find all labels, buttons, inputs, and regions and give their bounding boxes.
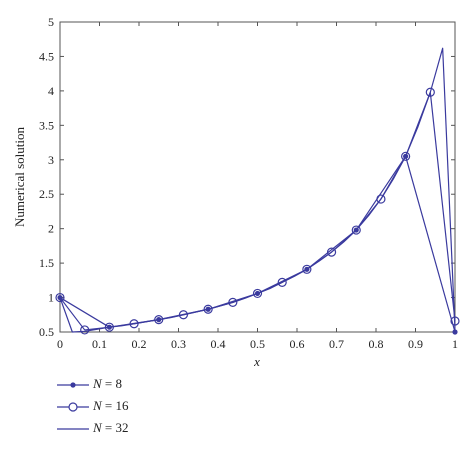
y-tick-label: 5 [48,15,54,29]
x-axis: 0 0.1 0.2 0.3 0.4 0.5 0.6 0.7 0.8 0.9 1 [57,22,458,351]
legend-label: N = 8 [93,376,123,391]
data-point-filled [353,227,359,233]
y-tick-label: 2 [48,222,54,236]
series-layer [55,47,460,335]
data-point-open [326,247,337,257]
data-point-open [203,304,213,314]
line-chart: 0 0.1 0.2 0.3 0.4 0.5 0.6 0.7 0.8 0.9 1 0.5 1 1.5 2 2.… [12,15,460,369]
legend-swatch-filled-dot [57,382,89,388]
series-line [59,155,456,333]
legend-label: N = 32 [93,420,129,435]
y-tick-label: 1 [48,291,54,305]
y-tick-label: 3 [48,153,54,167]
x-tick-label: 0.1 [92,337,107,351]
data-point-open [55,292,65,303]
y-tick-label: 1.5 [39,256,54,270]
y-tick-label: 2.5 [39,187,54,201]
data-point-open [425,87,435,97]
y-tick-label: 0.5 [39,325,54,339]
data-point-filled [304,266,310,272]
y-tick-label: 3.5 [39,118,54,132]
data-point-filled [403,153,409,159]
series-n16 [55,87,460,335]
plot-frame [59,21,456,333]
x-tick-label: 0.4 [211,337,226,351]
data-point-open [450,316,460,326]
y-tick-label: 4.5 [39,49,54,63]
x-tick-label: 0.3 [171,337,186,351]
data-point-open [104,322,114,332]
data-point-filled [205,306,211,312]
legend-label: N = 16 [93,398,129,413]
y-axis: 0.5 1 1.5 2 2.5 3 3.5 4 4.5 5 [39,15,455,339]
data-point-filled [452,329,458,335]
x-tick-label: 1 [452,337,458,351]
x-tick-label: 0.9 [408,337,423,351]
data-point-open [401,151,411,161]
plot-area: 0 0.1 0.2 0.3 0.4 0.5 0.6 0.7 0.8 0.9 1 0.5 1 1.5 2 2.… [39,15,460,351]
data-point-filled [57,294,63,301]
data-point-open [154,315,164,325]
series-n8 [57,153,458,335]
x-tick-label: 0 [57,337,63,351]
data-point-open [351,225,361,235]
data-point-open [252,288,263,299]
legend-swatch-open-circle [57,402,89,412]
x-tick-label: 0.2 [132,337,147,351]
data-point-filled [156,317,162,323]
y-axis-label: Numerical solution [12,127,27,228]
x-axis-label: x [253,354,260,369]
data-point-open [277,277,287,287]
x-tick-label: 0.6 [290,337,305,351]
x-tick-label: 0.7 [329,337,344,351]
x-tick-label: 0.8 [369,337,384,351]
data-point-filled [254,290,261,297]
legend-swatch-line [57,428,89,430]
x-tick-label: 0.5 [250,337,265,351]
y-tick-label: 4 [48,84,54,98]
data-point-open [302,264,312,274]
data-point-open [80,325,90,335]
data-point-filled [106,324,112,330]
